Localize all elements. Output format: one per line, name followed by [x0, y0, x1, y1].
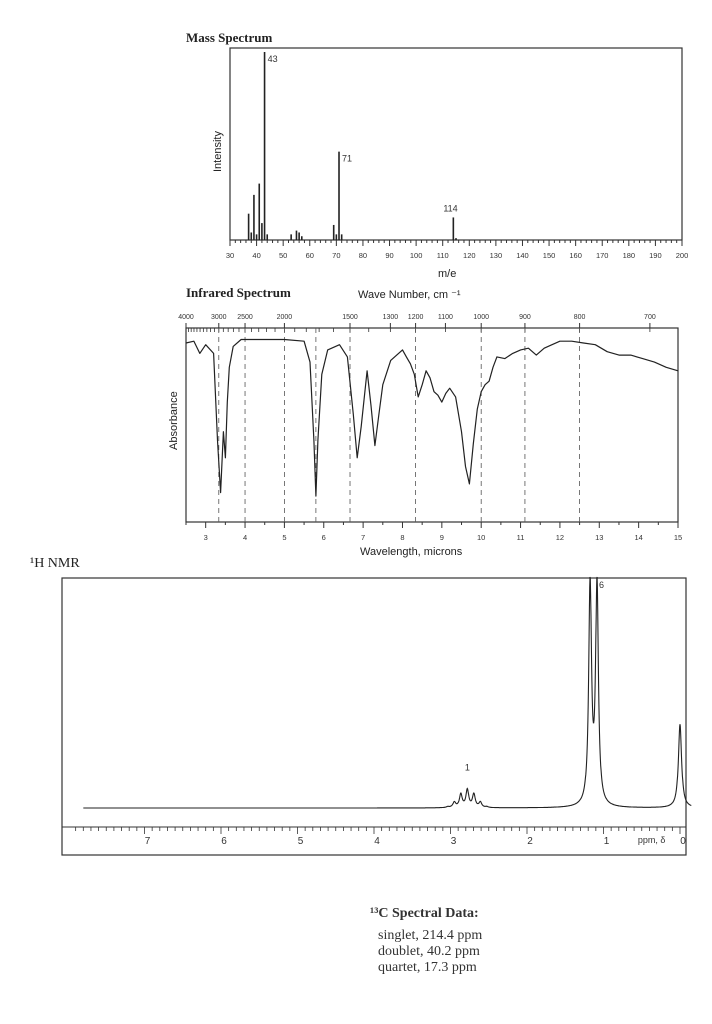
ir-frame [185, 327, 679, 523]
ir-tick-label: 10 [477, 533, 485, 542]
nmr-tick-label: 7 [145, 836, 151, 847]
ir-tick-label: 6 [322, 533, 326, 542]
ir-top-tick-label: 4000 [178, 314, 194, 321]
c13-lines: singlet, 214.4 ppm doublet, 40.2 ppm qua… [378, 928, 482, 976]
ms-peak-label: 43 [268, 54, 278, 64]
ir-top-tick-label: 1200 [408, 314, 424, 321]
ir-top-tick-label: 1000 [473, 314, 489, 321]
nmr-chart: 7 6 5 4 3 2 1 0 ppm, δ 1 6 [61, 576, 692, 856]
ir-tick-label: 13 [595, 533, 603, 542]
ir-top-tick-label: 1100 [438, 314, 453, 321]
ms-tick-label: 180 [623, 251, 636, 260]
nmr-tick-label: 1 [604, 836, 610, 847]
ir-tick-label: 15 [674, 533, 682, 542]
ir-tick-label: 11 [517, 533, 525, 542]
ms-tick-label: 50 [279, 251, 287, 260]
nmr-tick-label: 0 [680, 836, 686, 847]
ir-top-tick-label: 1300 [383, 314, 399, 321]
ir-trace [185, 338, 679, 497]
ms-tick-label: 170 [596, 251, 609, 260]
c13-line-3: quartet, 17.3 ppm [378, 960, 477, 975]
ir-spectrum-chart: 4000 3000 2500 2000 1500 1300 1200 1100 1000 900 8… [178, 314, 682, 542]
ms-tick-label: 40 [252, 251, 260, 260]
ir-tick-label: 3 [204, 533, 208, 542]
ir-top-tick-label: 2500 [237, 314, 253, 321]
ms-tick-label: 80 [359, 251, 367, 260]
nmr-tick-label: 2 [527, 836, 533, 847]
c13-title: ¹³C Spectral Data: [370, 906, 479, 921]
mass-spectrum-title: Mass Spectrum [186, 30, 273, 45]
ir-tick-label: 7 [361, 533, 365, 542]
c13-line-1: singlet, 214.4 ppm [378, 928, 483, 943]
ms-tick-label: 60 [306, 251, 314, 260]
ms-tick-label: 140 [516, 251, 529, 260]
ms-tick-label: 70 [332, 251, 340, 260]
ir-top-tick-label: 2000 [277, 314, 293, 321]
ir-tick-label: 8 [400, 533, 404, 542]
ir-tick-label: 5 [282, 533, 286, 542]
mass-xlabel: m/e [438, 268, 457, 280]
nmr-frame [61, 577, 687, 856]
ms-tick-label: 150 [543, 251, 556, 260]
ms-tick-label: 110 [437, 251, 449, 260]
ms-tick-label: 160 [569, 251, 582, 260]
ms-tick-label: 100 [410, 251, 423, 260]
ir-tick-label: 14 [634, 533, 642, 542]
ms-tick-label: 200 [676, 251, 689, 260]
ir-tick-label: 9 [440, 533, 444, 542]
nmr-trace [83, 576, 692, 809]
ir-top-axis-label: Wave Number, cm ⁻¹ [358, 289, 461, 301]
nmr-integration-label: 1 [465, 762, 470, 772]
ir-top-tick-label: 800 [574, 314, 586, 321]
ir-tick-label: 12 [556, 533, 564, 542]
ir-tick-label: 4 [243, 533, 247, 542]
nmr-title: ¹H NMR [30, 556, 80, 571]
nmr-tick-label: 5 [298, 836, 304, 847]
nmr-tick-label: 3 [451, 836, 457, 847]
ms-peak-label: 114 [443, 203, 457, 213]
nmr-integration-label: 6 [599, 580, 604, 590]
nmr-axis-unit: ppm, δ [638, 835, 666, 845]
ir-top-tick-label: 1500 [342, 314, 358, 321]
ms-tick-label: 130 [490, 251, 503, 260]
ms-peak-label: 71 [342, 154, 352, 164]
ms-tick-label: 190 [649, 251, 662, 260]
nmr-tick-label: 6 [221, 836, 227, 847]
ms-tick-label: 30 [226, 251, 234, 260]
ir-title: Infrared Spectrum [186, 285, 291, 300]
mass-spectrum-chart: 30 40 50 60 70 80 90 100 110 120 130 140 150 160 170 18… [226, 47, 689, 260]
ir-top-tick-label: 3000 [211, 314, 227, 321]
ms-tick-label: 90 [385, 251, 393, 260]
nmr-tick-label: 4 [374, 836, 380, 847]
ir-xlabel: Wavelength, microns [360, 546, 463, 558]
c13-line-2: doublet, 40.2 ppm [378, 944, 480, 959]
ir-top-tick-label: 900 [519, 314, 531, 321]
ir-top-tick-label: 700 [644, 314, 656, 321]
ms-tick-label: 120 [463, 251, 476, 260]
